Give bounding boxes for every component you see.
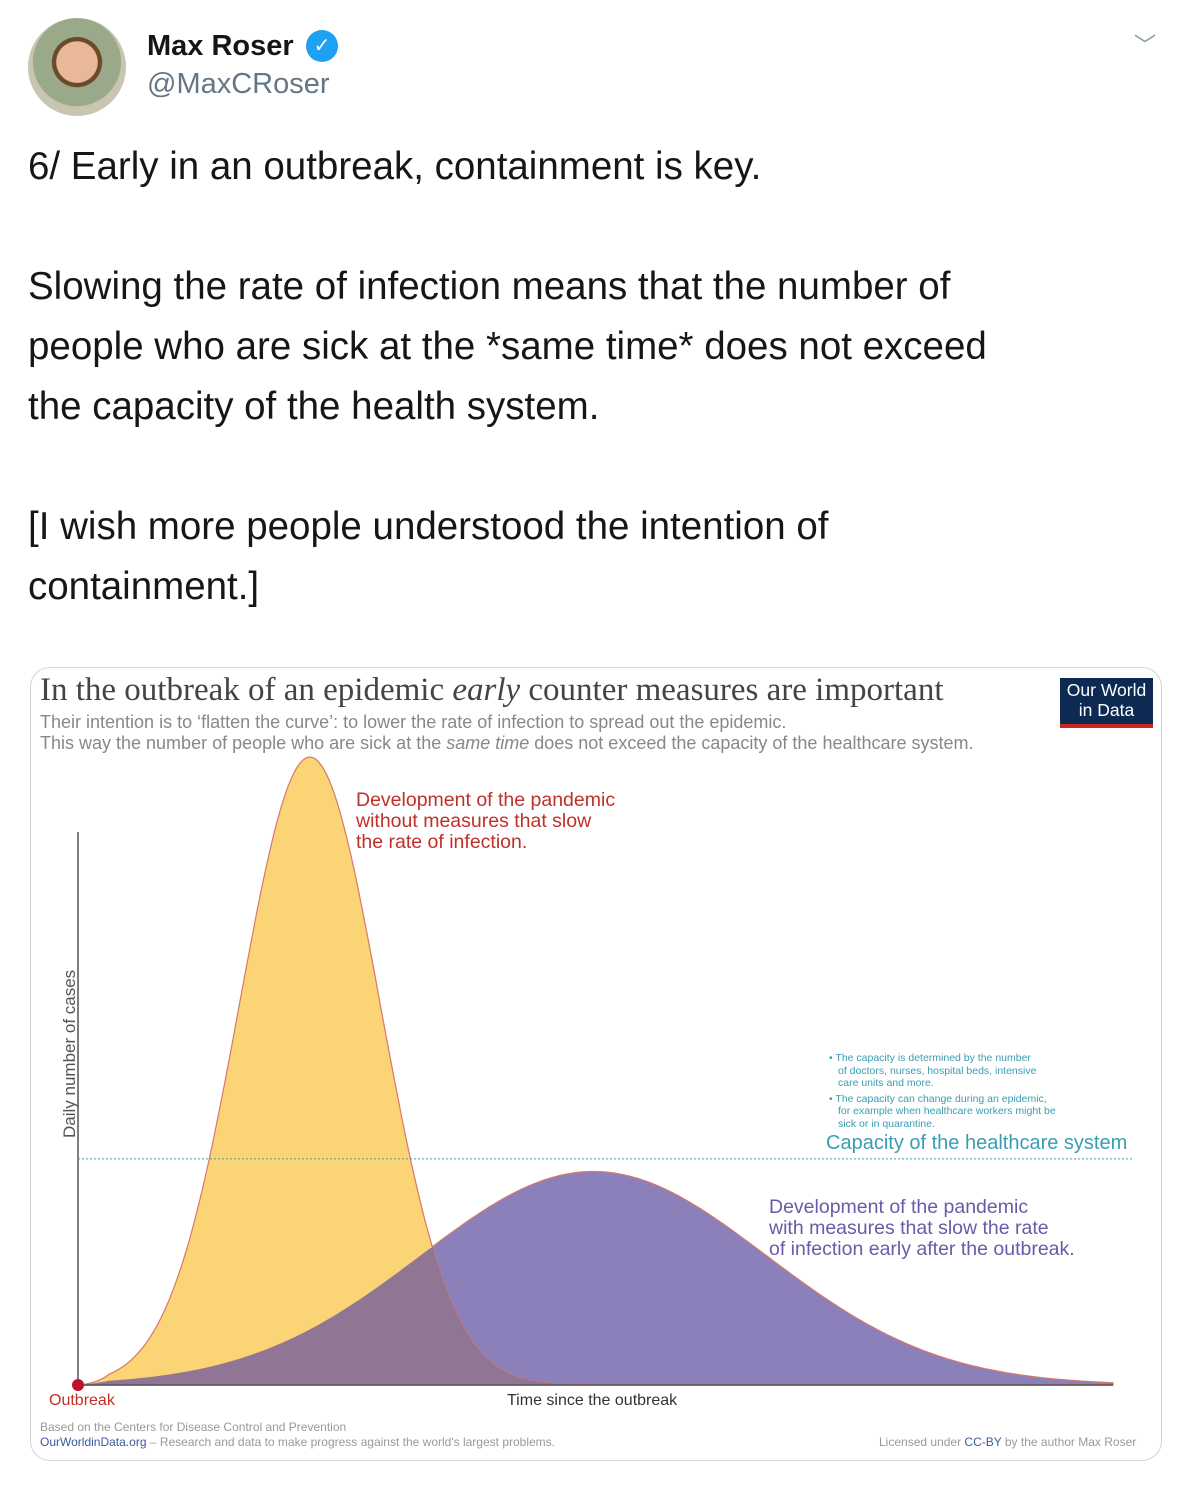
tweet-image[interactable] — [30, 667, 1162, 1461]
outbreak-dot — [72, 1379, 84, 1391]
verified-badge-icon: ✓ — [306, 30, 338, 62]
with-measures-label: Development of the pandemic with measures… — [769, 1196, 1075, 1260]
tweet-text-line: people who are sick at the *same time* d… — [28, 325, 987, 368]
chart-subtitle: Their intention is to ‘flatten the curve… — [40, 712, 787, 732]
owid-link[interactable]: OurWorldinData.org — [40, 1435, 147, 1449]
tweet-text-line: containment.] — [28, 565, 260, 608]
license-link[interactable]: CC-BY — [964, 1435, 1002, 1449]
tweet-text-line: the capacity of the health system. — [28, 385, 600, 428]
overlap-area — [78, 1247, 1113, 1385]
owid-logo: Our World in Data — [1060, 678, 1153, 728]
owid-footer: OurWorldinData.org – Research and data t… — [40, 1435, 556, 1449]
author-handle[interactable]: @MaxCRoser — [147, 68, 330, 100]
license-note: Licensed under CC-BY by the author Max R… — [879, 1435, 1137, 1449]
chevron-down-icon[interactable]: ﹀ — [1134, 33, 1157, 58]
without-measures-label: Development of the pandemic without measu… — [356, 789, 616, 853]
tweet-text-line: 6/ Early in an outbreak, containment is … — [28, 145, 762, 188]
capacity-label: Capacity of the healthcare system — [826, 1132, 1128, 1154]
source-note: Based on the Centers for Disease Control… — [40, 1420, 347, 1434]
outbreak-label: Outbreak — [49, 1392, 115, 1409]
chart-title: In the outbreak of an epidemic early cou… — [40, 672, 944, 708]
tweet-text-line: [I wish more people understood the inten… — [28, 505, 829, 548]
x-axis-label: Time since the outbreak — [507, 1392, 678, 1409]
chart-subtitle: This way the number of people who are si… — [40, 733, 974, 753]
author-name[interactable]: Max Roser — [147, 30, 294, 62]
y-axis-label: Daily number of cases — [60, 969, 79, 1138]
avatar[interactable] — [28, 18, 126, 116]
tweet-text-line: Slowing the rate of infection means that… — [28, 265, 951, 308]
capacity-notes: • The capacity is determined by the numb… — [829, 1052, 1056, 1130]
